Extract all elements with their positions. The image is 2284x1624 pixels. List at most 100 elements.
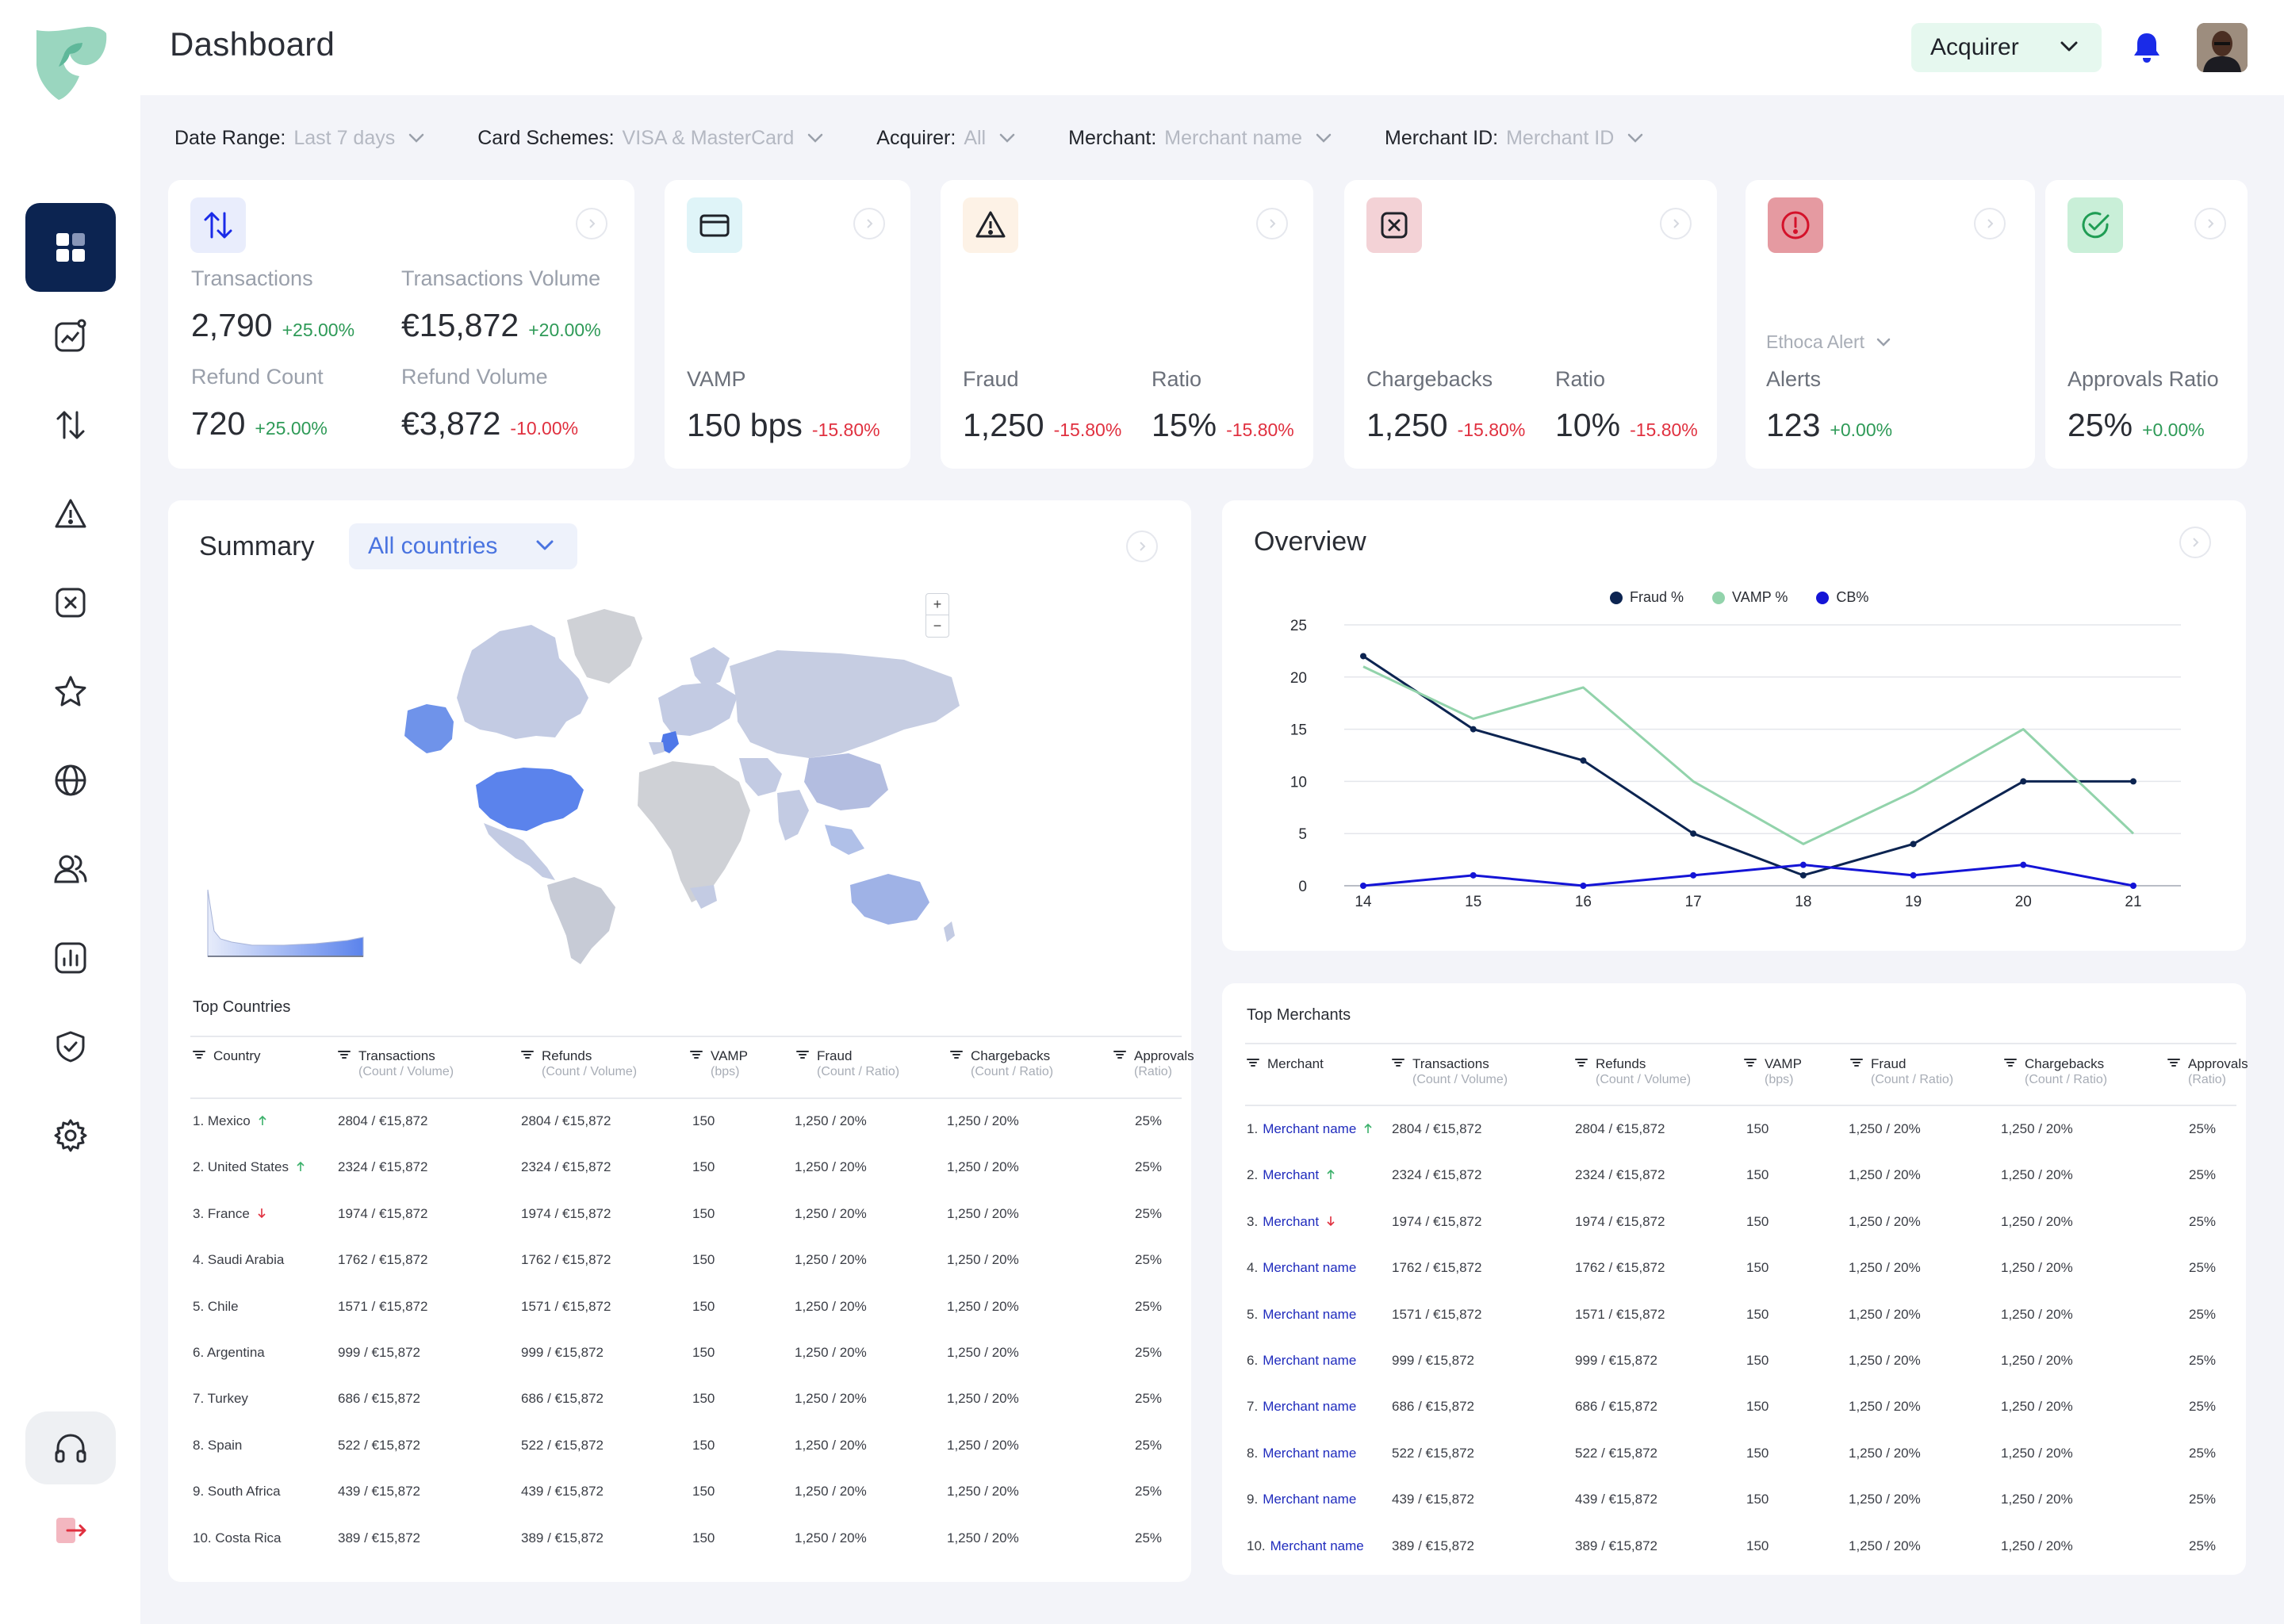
series-point-0[interactable] — [1690, 830, 1697, 837]
series-point-0[interactable] — [1360, 653, 1366, 660]
series-point-2[interactable] — [1799, 861, 1807, 868]
column-header[interactable]: Transactions (Count / Volume) — [338, 1048, 454, 1080]
nav-favorites[interactable] — [25, 647, 116, 736]
alert-source-select[interactable]: Ethoca Alert — [1766, 331, 1891, 353]
user-avatar[interactable] — [2197, 23, 2248, 72]
overview-details-button[interactable] — [2179, 527, 2211, 558]
series-point-0[interactable] — [2130, 778, 2136, 785]
column-header[interactable]: Fraud (Count / Ratio) — [1850, 1056, 1953, 1088]
filter-date-range[interactable]: Date Range: Last 7 days — [174, 127, 425, 150]
nav-logout[interactable] — [25, 1507, 116, 1554]
column-header[interactable]: Chargebacks (Count / Ratio) — [950, 1048, 1053, 1080]
nav-security[interactable] — [25, 1002, 116, 1091]
cell-vamp: 150 — [1746, 1399, 1769, 1415]
filter-merchant[interactable]: Merchant: Merchant name — [1068, 127, 1332, 150]
cell-cb: 1,250 / 20% — [947, 1438, 1019, 1454]
nav-dashboard[interactable] — [25, 203, 116, 292]
filter-card-schemes[interactable]: Card Schemes: VISA & MasterCard — [477, 127, 824, 150]
merchant-link[interactable]: Merchant name — [1263, 1399, 1357, 1415]
series-point-2[interactable] — [1470, 871, 1477, 879]
series-point-2[interactable] — [2020, 861, 2027, 868]
merchant-link[interactable]: Merchant name — [1263, 1306, 1357, 1322]
series-point-2[interactable] — [1360, 883, 1366, 889]
series-point-2[interactable] — [1910, 871, 1917, 879]
notification-bell-icon[interactable] — [2131, 30, 2163, 65]
legend-item-vamp[interactable]: VAMP % — [1712, 589, 1788, 606]
merchant-link[interactable]: Merchant name — [1263, 1445, 1357, 1461]
summary-details-button[interactable] — [1126, 530, 1158, 562]
series-line-2[interactable] — [1362, 864, 2134, 887]
nav-fraud[interactable] — [25, 469, 116, 558]
merchant-link[interactable]: Merchant name — [1263, 1260, 1357, 1276]
column-header[interactable]: Transactions (Count / Volume) — [1392, 1056, 1508, 1088]
nav-reports[interactable] — [25, 914, 116, 1002]
series-point-2[interactable] — [2130, 883, 2136, 889]
users-icon — [54, 855, 87, 883]
card-details-button[interactable] — [576, 208, 607, 239]
column-header[interactable]: Refunds (Count / Volume) — [1575, 1056, 1691, 1088]
series-point-2[interactable] — [1690, 871, 1697, 879]
cell-text: 389 / €15,872 — [1575, 1538, 1657, 1553]
nav-support[interactable] — [25, 1411, 116, 1484]
merchant-link[interactable]: Merchant name — [1263, 1121, 1357, 1136]
zoom-in-button[interactable]: + — [926, 594, 948, 615]
country-filter-select[interactable]: All countries — [349, 523, 577, 569]
filter-acquirer[interactable]: Acquirer: All — [876, 127, 1016, 150]
series-line-0[interactable] — [1362, 655, 2133, 877]
merchant-link[interactable]: Merchant — [1263, 1167, 1320, 1183]
filter-merchant-id[interactable]: Merchant ID: Merchant ID — [1385, 127, 1644, 150]
series-point-0[interactable] — [2020, 778, 2027, 785]
series-point-0[interactable] — [1799, 871, 1807, 879]
overview-line-chart[interactable]: 0 5 10 15 20 25 14 15 16 17 18 19 20 21 — [1261, 611, 2197, 912]
merchant-link[interactable]: Merchant name — [1270, 1538, 1364, 1553]
card-details-button[interactable] — [1256, 208, 1288, 239]
country-name: 2. United States — [193, 1159, 305, 1175]
card-details-button[interactable] — [853, 208, 885, 239]
metric-label: Chargebacks — [1366, 367, 1493, 391]
cell-text: 439 / €15,872 — [521, 1484, 604, 1500]
map-region-greenland — [567, 609, 642, 684]
cell-text: 25% — [2189, 1399, 2217, 1415]
nav-countries[interactable] — [25, 736, 116, 825]
merchant-link[interactable]: Merchant name — [1263, 1492, 1357, 1507]
legend-item-cb[interactable]: CB% — [1816, 589, 1868, 606]
column-header[interactable]: Fraud (Count / Ratio) — [796, 1048, 899, 1080]
series-point-0[interactable] — [1580, 757, 1587, 764]
legend-item-fraud[interactable]: Fraud % — [1610, 589, 1684, 606]
cell-text: 25% — [2189, 1260, 2217, 1276]
zoom-out-button[interactable]: − — [933, 618, 942, 634]
column-header[interactable]: Refunds (Count / Volume) — [521, 1048, 637, 1080]
nav-chargebacks[interactable] — [25, 558, 116, 647]
cell-text: 1,250 / 20% — [2001, 1260, 2073, 1276]
nav-analytics[interactable] — [25, 292, 116, 381]
column-header[interactable]: Merchant — [1247, 1056, 1324, 1072]
column-header[interactable]: VAMP (bps) — [1744, 1056, 1802, 1088]
series-line-1[interactable] — [1362, 665, 2135, 845]
cell-tx: 1974 / €15,872 — [1392, 1214, 1481, 1230]
nav-users[interactable] — [25, 825, 116, 914]
column-header[interactable]: Country — [193, 1048, 261, 1064]
world-choropleth-map[interactable] — [397, 603, 968, 967]
nav-transactions[interactable] — [25, 381, 116, 469]
metric-label: VAMP — [687, 367, 746, 391]
card-details-button[interactable] — [2194, 208, 2226, 239]
series-point-2[interactable] — [1580, 883, 1587, 889]
trend-down-icon — [1319, 1214, 1335, 1229]
series-point-0[interactable] — [1910, 841, 1917, 848]
role-selector[interactable]: Acquirer — [1911, 23, 2102, 72]
merchant-link[interactable]: Merchant name — [1263, 1353, 1357, 1368]
map-region-sea — [825, 825, 864, 855]
card-details-button[interactable] — [1660, 208, 1692, 239]
cell-text: 150 — [1746, 1538, 1769, 1553]
merchant-link[interactable]: Merchant — [1263, 1213, 1320, 1229]
column-header[interactable]: Approvals (Ratio) — [2167, 1056, 2248, 1088]
metric-number: 25% — [2067, 407, 2133, 443]
cell-fraud: 1,250 / 20% — [795, 1345, 867, 1361]
map-region-australia — [850, 874, 929, 925]
column-header[interactable]: Approvals (Ratio) — [1113, 1048, 1194, 1080]
column-header[interactable]: Chargebacks (Count / Ratio) — [2004, 1056, 2107, 1088]
column-header[interactable]: VAMP (bps) — [690, 1048, 748, 1080]
card-details-button[interactable] — [1974, 208, 2006, 239]
nav-settings[interactable] — [25, 1091, 116, 1180]
series-point-0[interactable] — [1470, 726, 1477, 733]
